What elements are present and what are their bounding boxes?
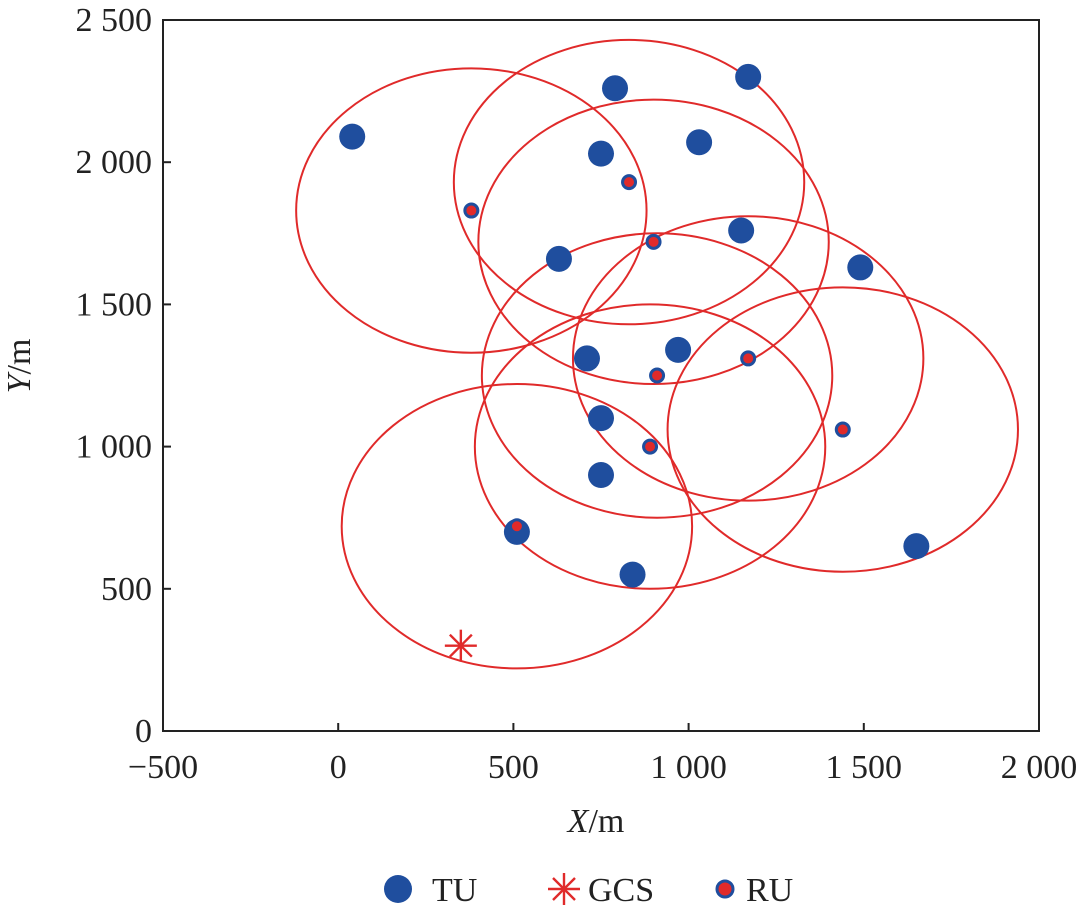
ru-coverage-circle xyxy=(452,38,806,326)
y-axis-title: Y/m xyxy=(1,339,38,394)
ru-coverage-circle xyxy=(666,286,1019,573)
y-axis-unit: /m xyxy=(1,339,38,375)
y-axis-var: Y xyxy=(1,371,38,393)
ru-point xyxy=(642,438,659,455)
legend-ru-marker xyxy=(715,879,735,899)
ru-coverage-circle xyxy=(480,232,834,519)
tu-point xyxy=(735,63,762,90)
ru-point xyxy=(834,421,851,438)
tu-point xyxy=(665,336,692,363)
ru-point xyxy=(649,367,666,384)
tu-point xyxy=(903,533,930,560)
ru-coverage-circle xyxy=(340,383,694,670)
legend-tu-label: TU xyxy=(432,872,477,909)
tu-point xyxy=(545,245,572,272)
y-tick-labels: 0 500 1 000 1 500 2 000 2 500 xyxy=(76,2,153,750)
y-tick-label: 2 500 xyxy=(76,2,153,39)
ru-coverage-circle xyxy=(295,67,648,354)
y-tick-label: 1 500 xyxy=(76,286,153,323)
y-tick-label: 2 000 xyxy=(76,144,153,181)
y-tick-label: 500 xyxy=(101,571,152,608)
x-tick-label: 500 xyxy=(488,749,539,786)
ru-coverage-circle xyxy=(473,303,827,590)
tu-point xyxy=(728,217,755,244)
legend: TU GCS RU xyxy=(384,872,793,909)
tu-point xyxy=(686,129,713,156)
x-tick-label: 1 500 xyxy=(826,749,903,786)
x-tick-label: −500 xyxy=(128,749,198,786)
ru-point xyxy=(463,202,480,219)
tu-point xyxy=(588,405,614,432)
plot-frame xyxy=(162,19,1040,732)
ru-point xyxy=(621,174,638,191)
legend-gcs-label: GCS xyxy=(588,872,654,909)
tu-point xyxy=(602,75,629,102)
legend-tu-marker xyxy=(384,875,412,903)
gcs-stroke xyxy=(448,633,473,658)
x-tick-label: 0 xyxy=(330,749,347,786)
x-tick-labels: −500 0 500 1 000 1 500 2 000 xyxy=(128,749,1077,786)
x-tick-label: 2 000 xyxy=(1001,749,1078,786)
axis-ticks xyxy=(162,19,1040,732)
tu-point xyxy=(588,462,614,489)
x-axis-var: X xyxy=(566,803,590,840)
ru-coverage-circle xyxy=(571,215,925,502)
legend-ru-label: RU xyxy=(746,872,793,909)
y-tick-label: 0 xyxy=(135,713,152,750)
legend-gcs-marker xyxy=(548,873,580,905)
x-tick-label: 1 000 xyxy=(650,749,727,786)
gcs-point xyxy=(444,629,477,662)
tu-point xyxy=(847,254,874,281)
ru-point xyxy=(645,233,662,250)
tu-point xyxy=(588,140,614,167)
ru-point xyxy=(740,350,757,367)
tu-point xyxy=(573,345,600,372)
tu-point xyxy=(339,123,366,150)
x-axis-unit: /m xyxy=(588,803,624,840)
ru-point xyxy=(508,518,525,535)
x-axis-title: X/m xyxy=(566,803,625,840)
ru-coverage-circle xyxy=(477,98,830,386)
data-points xyxy=(339,63,930,662)
tu-point xyxy=(619,561,646,588)
coverage-circles xyxy=(295,38,1019,670)
y-tick-label: 1 000 xyxy=(76,429,153,466)
